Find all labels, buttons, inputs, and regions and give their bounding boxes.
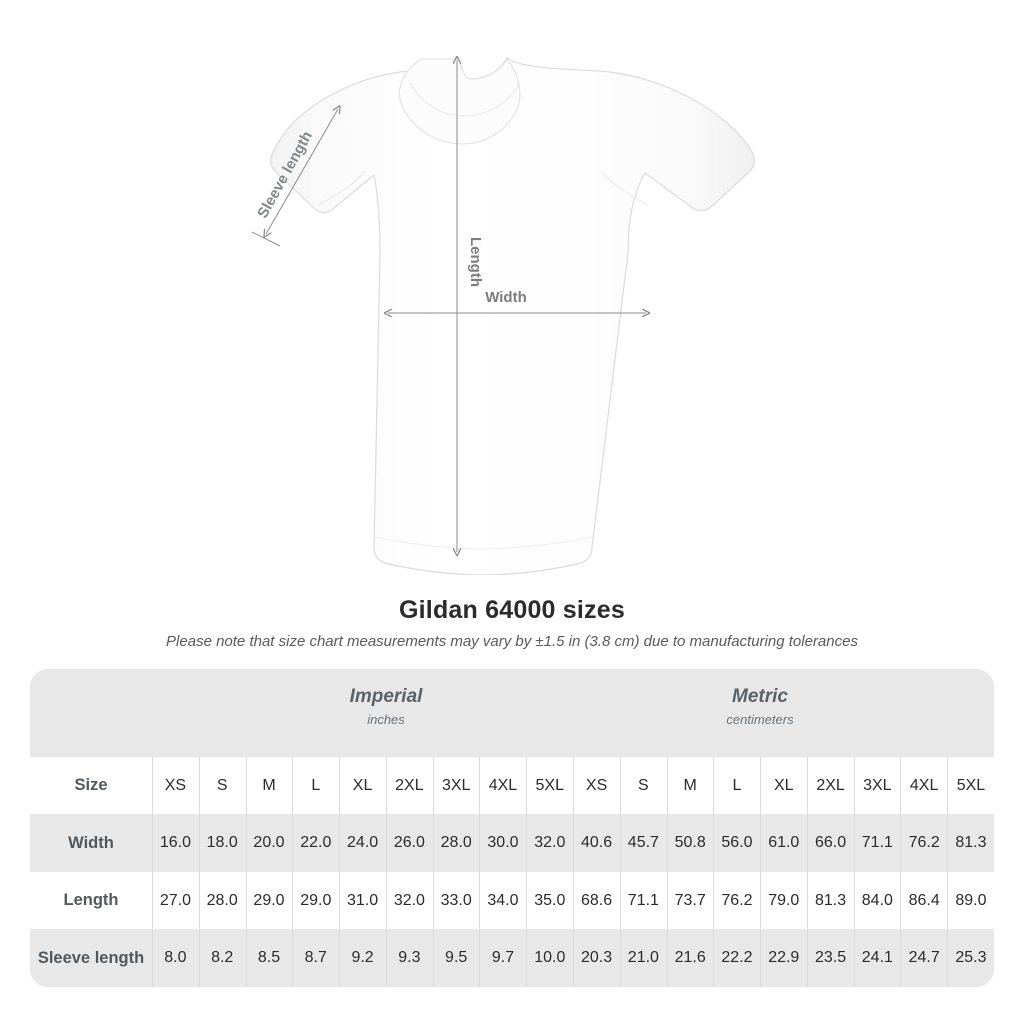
svg-text:Length: Length <box>467 237 484 287</box>
svg-text:Width: Width <box>485 289 527 306</box>
svg-text:Sleeve length: Sleeve length <box>254 128 316 221</box>
